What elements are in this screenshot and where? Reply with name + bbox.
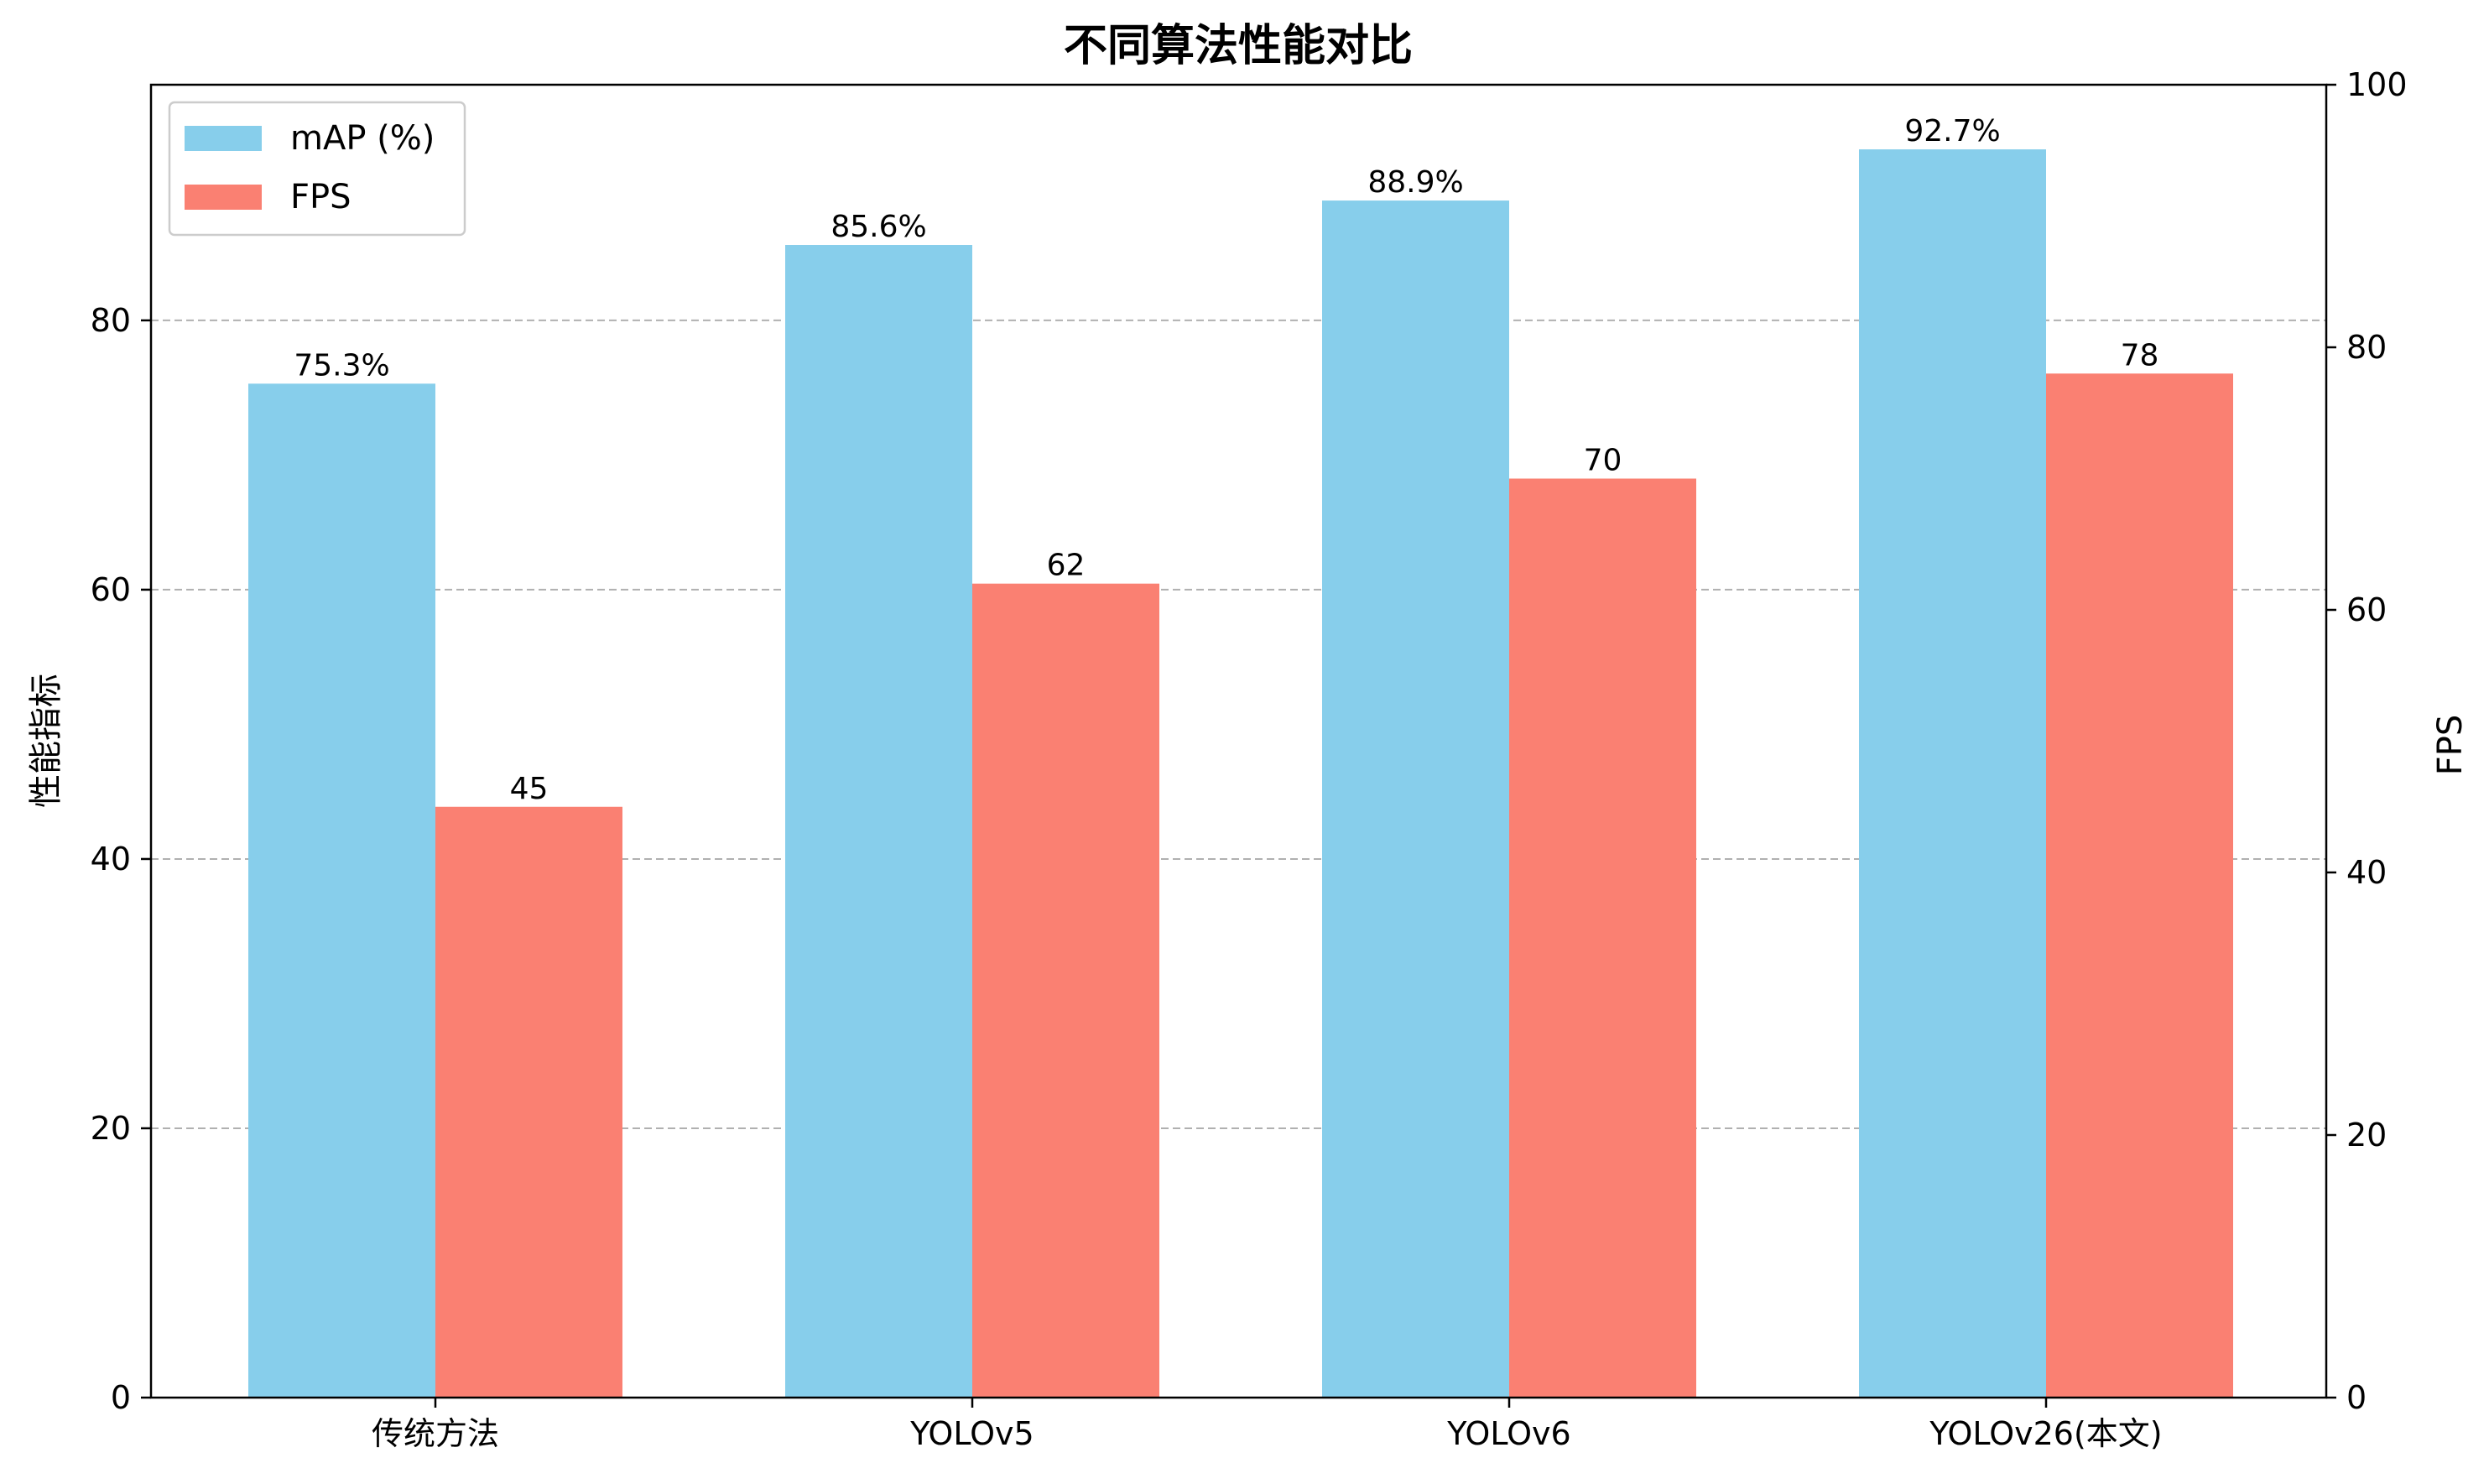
bar-label-map: 85.6% [831,210,926,244]
legend-label-fps: FPS [290,178,351,216]
plot-frame [149,83,2328,1399]
y-right-tick-label: 100 [2346,66,2408,103]
y-right-tick-label: 60 [2346,591,2387,628]
y-tick-label: 0 [111,1379,131,1416]
y-tick-label: 40 [91,841,131,877]
bar-label-map: 92.7% [1904,114,2000,148]
bar-map [1322,200,1509,1398]
bar-label-map: 75.3% [294,348,389,383]
y-right-tick-label: 80 [2346,329,2387,366]
legend-label-map: mAP (%) [290,119,435,158]
bar-fps [2046,373,2233,1398]
bar-map [1859,149,2046,1398]
x-tick-label: YOLOv26(本文) [1929,1415,2162,1452]
left-y-axis: 0 20 40 60 80 [91,302,151,1416]
right-y-axis: 0 20 40 60 80 100 [2326,66,2408,1416]
legend-swatch-map [185,126,262,151]
bar-fps [1509,478,1696,1398]
y-right-tick-label: 40 [2346,854,2387,891]
y-right-tick-label: 20 [2346,1117,2387,1153]
x-tick-label: 传统方法 [372,1415,499,1452]
y-right-tick-label: 0 [2346,1379,2367,1416]
bar-label-fps: 78 [2121,338,2159,372]
y-tick-label: 20 [91,1110,131,1147]
bar-fps [972,583,1159,1398]
bar-map [248,383,435,1398]
x-tick-label: YOLOv5 [909,1415,1034,1452]
bar-label-fps: 70 [1584,444,1622,478]
bar-fps [435,806,622,1398]
y-tick-label: 80 [91,302,131,339]
bars [248,149,2233,1398]
y-tick-label: 60 [91,571,131,608]
y-axis-right-label: FPS [2431,715,2470,776]
bar-label-fps: 62 [1047,549,1086,583]
x-tick-label: YOLOv6 [1446,1415,1570,1452]
y-axis-label: 性能指标 [27,674,65,808]
bar-value-labels: 75.3% 45 85.6% 62 88.9% 70 92.7% 78 [294,114,2158,806]
bar-label-fps: 45 [510,772,549,806]
legend: mAP (%) FPS [168,101,466,237]
chart-title: 不同算法性能对比 [1064,21,1413,71]
legend-swatch-fps [185,185,262,210]
bar-label-map: 88.9% [1367,165,1463,200]
bar-map [785,245,972,1398]
x-axis: 传统方法 YOLOv5 YOLOv6 YOLOv26(本文) [372,1398,2163,1452]
